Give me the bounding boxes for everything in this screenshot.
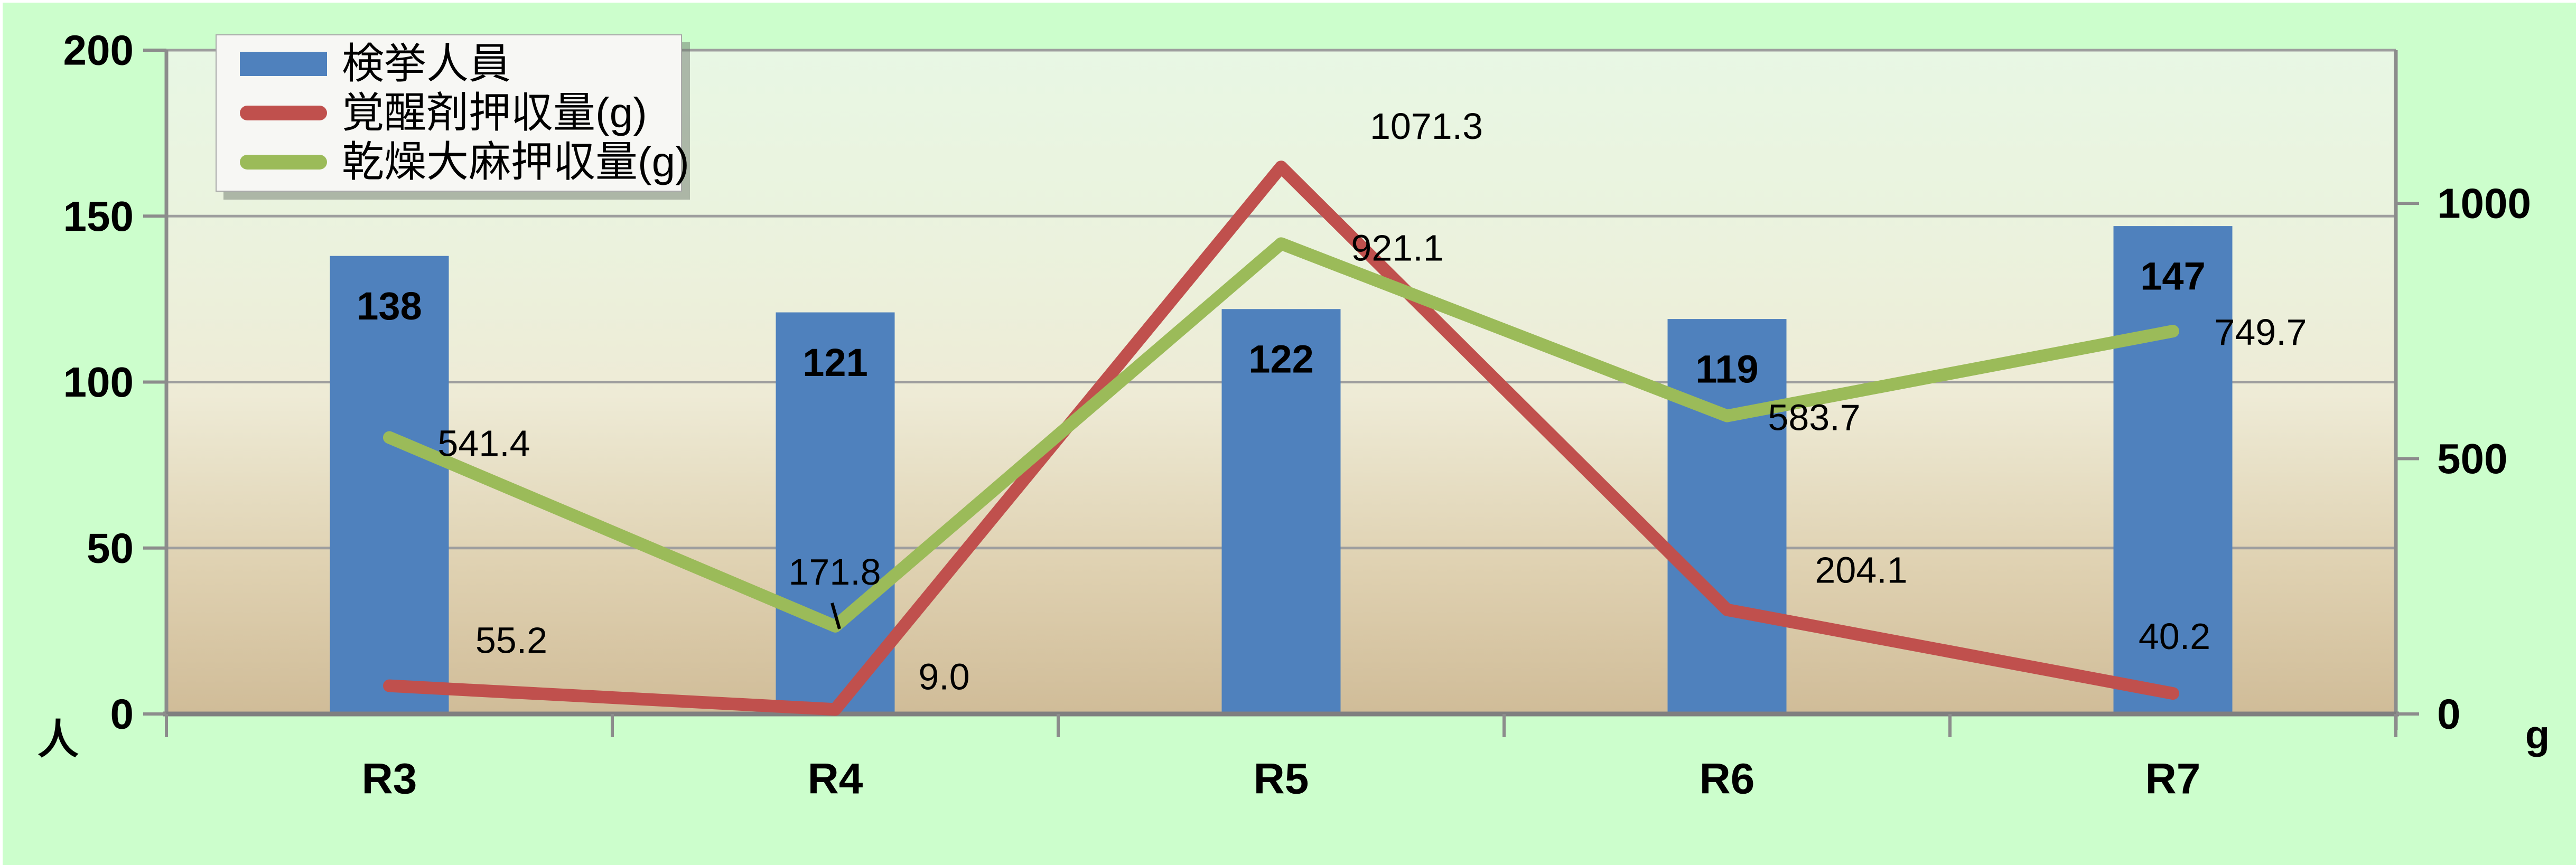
left-axis-label-200: 200: [63, 27, 134, 74]
legend-label-stimulant-seizure: 覚醒剤押収量(g): [342, 89, 647, 136]
left-axis-unit: 人: [38, 716, 79, 763]
left-axis-label-100: 100: [63, 359, 134, 406]
legend-swatch-arrests: [240, 52, 327, 77]
left-axis-label-0: 0: [110, 691, 134, 738]
right-axis-unit: g: [2525, 713, 2550, 758]
bar-R5: [1221, 309, 1341, 714]
stimulant-seizure-line: [383, 161, 2179, 716]
bar-value-label-R3: 138: [357, 284, 422, 328]
legend-label-cannabis-seizure: 乾燥大麻押収量(g): [342, 138, 689, 185]
bar-value-label-R4: 121: [802, 341, 867, 384]
bar-R7: [2113, 226, 2233, 714]
stimulant-seizure-label-R3: 55.2: [475, 620, 547, 661]
bar-R3: [330, 256, 449, 714]
screenshot-top-margin: [0, 0, 2576, 3]
right-axis-label-1000: 1000: [2437, 180, 2531, 227]
legend-swatch-stimulant-seizure: [240, 105, 327, 120]
cannabis-seizure-label-R6: 583.7: [1768, 397, 1860, 438]
x-axis-label-R6: R6: [1700, 755, 1755, 803]
screenshot-left-margin: [0, 0, 3, 865]
label-leader-line: [830, 603, 841, 629]
legend-label-arrests: 検挙人員: [342, 40, 511, 88]
stimulant-seizure-label-R6: 204.1: [1815, 550, 1907, 591]
legend-swatch-cannabis-seizure: [240, 154, 327, 170]
cannabis-seizure-label-R5: 921.1: [1351, 227, 1443, 268]
cannabis-seizure-label-R7: 749.7: [2214, 312, 2307, 353]
legend: 検挙人員 覚醒剤押収量(g) 乾燥大麻押収量(g): [216, 34, 689, 192]
stimulant-seizure-label-R7: 40.2: [2139, 616, 2210, 657]
bar-R6: [1667, 319, 1787, 714]
x-axis-label-R4: R4: [808, 755, 863, 803]
bar-value-label-R6: 119: [1695, 347, 1758, 391]
cannabis-seizure-label-R3: 541.4: [437, 423, 530, 464]
bar-R4: [776, 312, 895, 714]
cannabis-seizure-label-R4: 171.8: [788, 551, 881, 593]
cannabis-seizure-line: [383, 237, 2179, 633]
stimulant-seizure-label-R5: 1071.3: [1370, 106, 1483, 147]
bar-value-label-R5: 122: [1248, 337, 1313, 381]
x-axis-label-R5: R5: [1254, 755, 1309, 803]
bar-value-label-R7: 147: [2140, 255, 2205, 298]
legend-item-stimulant-seizure: 覚醒剤押収量(g): [217, 89, 681, 136]
legend-item-cannabis-seizure: 乾燥大麻押収量(g): [217, 140, 689, 183]
left-axis-label-150: 150: [63, 193, 134, 240]
right-axis-label-0: 0: [2437, 691, 2461, 738]
x-axis-label-R7: R7: [2145, 755, 2201, 803]
x-axis-label-R3: R3: [362, 755, 417, 803]
left-axis-label-50: 50: [87, 524, 134, 571]
right-axis-label-500: 500: [2437, 435, 2507, 482]
legend-item-arrests: 検挙人員: [217, 43, 681, 85]
stimulant-seizure-label-R4: 9.0: [918, 656, 969, 697]
